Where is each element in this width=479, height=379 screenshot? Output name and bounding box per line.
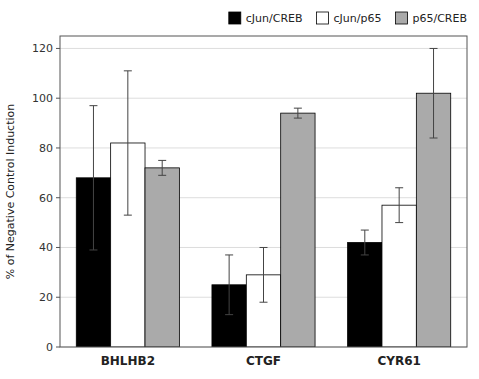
error-line (433, 48, 434, 138)
error-cap (260, 247, 268, 248)
error-bar (260, 247, 268, 302)
y-tick (56, 247, 60, 248)
error-cap (294, 118, 302, 119)
error-cap (430, 138, 438, 139)
bars (76, 48, 450, 347)
plot-frame (60, 36, 467, 347)
error-bar (124, 71, 132, 215)
error-cap (225, 314, 233, 315)
y-tick-label: 40 (39, 241, 53, 254)
y-tick (56, 297, 60, 298)
error-bar (430, 48, 438, 138)
error-line (229, 255, 230, 315)
error-cap (395, 187, 403, 188)
legend: cJun/CREB cJun/p65 p65/CREB (229, 12, 467, 25)
error-line (263, 247, 264, 302)
legend-label: cJun/CREB (246, 12, 303, 25)
y-axis-label: % of Negative Control Induction (4, 104, 17, 279)
error-cap (158, 175, 166, 176)
error-cap (430, 48, 438, 49)
error-line (93, 106, 94, 250)
chart-container: 0 20 40 60 80 100 120 BHLHB2 CTGF CYR61 % of Negat… (0, 0, 479, 379)
legend-item: cJun/p65 (317, 12, 382, 25)
error-bar (89, 106, 97, 250)
error-line (127, 71, 128, 215)
error-cap (395, 222, 403, 223)
legend-label: p65/CREB (412, 12, 467, 25)
x-tick-label: CTGF (246, 354, 281, 368)
legend-swatch (229, 12, 241, 24)
legend-swatch (395, 12, 407, 24)
legend-label: cJun/p65 (334, 12, 382, 25)
legend-item: cJun/CREB (229, 12, 303, 25)
error-cap (158, 160, 166, 161)
bar (281, 113, 315, 347)
y-tick-label: 20 (39, 291, 53, 304)
error-line (364, 230, 365, 255)
error-bar (395, 188, 403, 223)
y-tick (56, 197, 60, 198)
error-cap (124, 70, 132, 71)
error-line (162, 160, 163, 175)
error-cap (89, 249, 97, 250)
error-bar (294, 108, 302, 118)
error-cap (225, 254, 233, 255)
legend-item: p65/CREB (395, 12, 467, 25)
grid-line (60, 98, 467, 99)
grid-line (60, 48, 467, 49)
x-tick-label: BHLHB2 (101, 354, 155, 368)
y-tick-label: 100 (32, 92, 53, 105)
y-tick (56, 98, 60, 99)
y-tick-label: 60 (39, 192, 53, 205)
error-cap (260, 302, 268, 303)
error-line (297, 108, 298, 118)
grid (60, 48, 467, 347)
y-tick-label: 0 (46, 341, 53, 354)
bar (145, 168, 179, 347)
error-cap (361, 230, 369, 231)
chart-svg: 0 20 40 60 80 100 120 BHLHB2 CTGF CYR61 % of Negat… (0, 0, 479, 379)
error-cap (89, 105, 97, 106)
y-tick (56, 347, 60, 348)
error-line (399, 188, 400, 223)
error-cap (361, 254, 369, 255)
error-cap (124, 215, 132, 216)
x-tick-label: CYR61 (377, 354, 420, 368)
y-tick-label: 120 (32, 42, 53, 55)
legend-swatch (317, 12, 329, 24)
y-tick (56, 147, 60, 148)
bar (382, 205, 416, 347)
error-bar (158, 160, 166, 175)
error-cap (294, 108, 302, 109)
bar (348, 243, 382, 347)
y-tick (56, 48, 60, 49)
error-bar (361, 230, 369, 255)
error-bar (225, 255, 233, 315)
y-tick-label: 80 (39, 142, 53, 155)
